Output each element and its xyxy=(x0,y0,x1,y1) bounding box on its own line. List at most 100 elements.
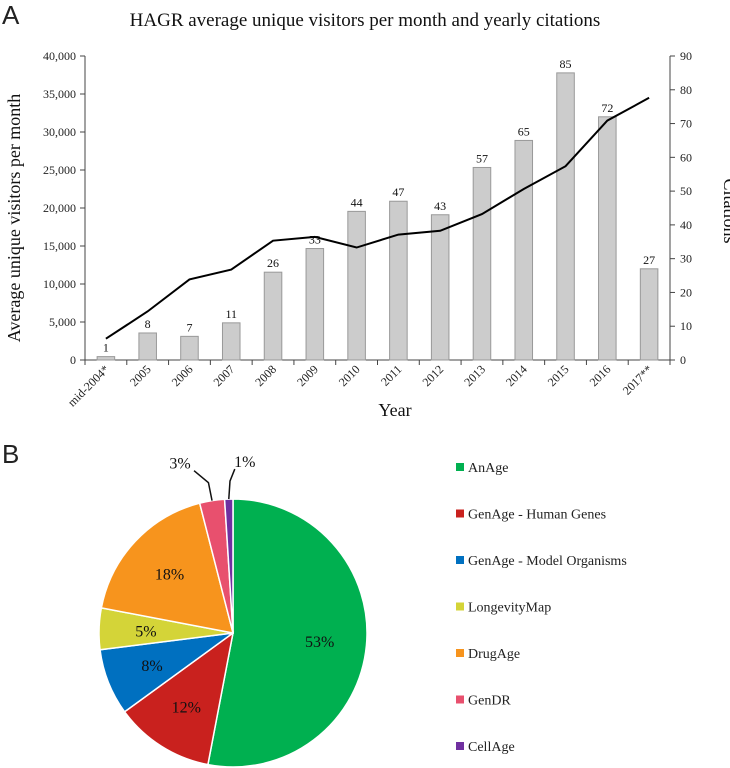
y2-tick-label: 0 xyxy=(680,353,686,367)
citation-value-label: 57 xyxy=(476,151,488,165)
citation-value-label: 47 xyxy=(392,185,404,199)
x-tick-label: 2009 xyxy=(294,362,321,389)
pie-slice-label: 5% xyxy=(135,623,156,640)
y-tick-label: 5,000 xyxy=(49,315,76,329)
legend-label: AnAge xyxy=(468,461,508,476)
x-tick-label: 2010 xyxy=(336,362,363,389)
pie-slice-label: 53% xyxy=(305,634,334,651)
pie-slice xyxy=(123,631,235,766)
pie-leader-line xyxy=(228,468,236,500)
y2-tick-label: 50 xyxy=(680,184,692,198)
citation-bar xyxy=(263,271,283,361)
y-tick-label: 30,000 xyxy=(43,125,76,139)
visitors-line-path xyxy=(105,96,650,340)
x-tick-label: 2017** xyxy=(620,362,655,397)
pie-slice xyxy=(100,502,235,634)
x-tick-label: 2012 xyxy=(419,362,446,389)
y2-tick-label: 70 xyxy=(680,117,692,131)
pie-slice-label: 1% xyxy=(234,454,255,471)
citation-bar xyxy=(221,322,241,361)
citation-bar xyxy=(138,332,157,361)
panel-b-label: B xyxy=(2,439,19,469)
citation-value-label: 65 xyxy=(518,124,530,138)
y-axis-title: Average unique visitors per month xyxy=(4,94,24,343)
legend-swatch xyxy=(456,509,464,518)
y2-axis-title: Citations xyxy=(720,178,730,243)
y-tick-label: 0 xyxy=(70,353,76,367)
x-tick-label: 2015 xyxy=(545,362,572,389)
x-tick-label: 2011 xyxy=(378,362,405,389)
bar-line-chart: 0 5,000 10,000 15,000 20,000 25,000 30,000 35,0… xyxy=(43,49,692,409)
pie-leader-line xyxy=(193,470,213,501)
left-axis: 0 5,000 10,000 15,000 20,000 25,000 30,000 35,0… xyxy=(43,49,670,367)
x-tick-label: 2014 xyxy=(503,362,530,389)
legend-swatch xyxy=(456,742,464,750)
visitors-line xyxy=(105,96,650,340)
citation-value-label: 8 xyxy=(145,317,151,331)
y-tick-label: 15,000 xyxy=(43,239,76,253)
pie-legend: AnAge GenAge - Human Genes GenAge - Model … xyxy=(456,461,627,755)
citation-bar xyxy=(472,166,492,361)
pie-slice-label: 8% xyxy=(141,658,162,675)
y-tick-label: 40,000 xyxy=(43,49,76,63)
citation-value-label: 1 xyxy=(103,341,109,355)
citation-value-label: 44 xyxy=(351,195,363,209)
y2-tick-label: 90 xyxy=(680,49,692,63)
citation-value-label: 26 xyxy=(267,256,279,270)
x-tick-label: 2013 xyxy=(461,362,488,389)
y2-tick-label: 40 xyxy=(680,218,692,232)
citation-value-label: 11 xyxy=(225,307,237,321)
y2-tick-label: 10 xyxy=(680,319,692,333)
pie-slice-label: 3% xyxy=(169,456,190,473)
citation-bar xyxy=(639,268,659,361)
y-tick-label: 35,000 xyxy=(43,87,76,101)
right-axis: 0 10 20 30 40 50 60 70 80 90 xyxy=(669,49,692,367)
x-axis-title: Year xyxy=(378,400,411,420)
legend-label: GenDR xyxy=(468,694,511,709)
y-tick-label: 10,000 xyxy=(43,277,76,291)
panel-a-label: A xyxy=(2,0,20,30)
citation-bar xyxy=(556,72,575,361)
chart-title: HAGR average unique visitors per month a… xyxy=(130,10,601,31)
legend-swatch xyxy=(456,695,464,704)
pie-slice xyxy=(207,498,368,768)
pie-slice-label: 18% xyxy=(155,566,184,583)
citation-bars xyxy=(96,72,659,361)
citation-value-label: 27 xyxy=(643,253,655,267)
x-tick-label: 2007 xyxy=(211,362,238,389)
x-tick-label: 2005 xyxy=(127,362,154,389)
legend-label: LongevityMap xyxy=(468,601,551,616)
x-axis-ticks: mid-2004* 2005 2006 2007 2008 2009 2010 2011 201… xyxy=(65,360,671,409)
legend-swatch xyxy=(456,463,464,471)
x-tick-label: 2008 xyxy=(252,362,279,389)
citation-bar xyxy=(514,139,534,361)
citation-bar xyxy=(389,200,408,361)
citation-value-label: 85 xyxy=(560,57,572,71)
pie-chart: 53% 12% 8% 5% 18% 3% 1% xyxy=(98,454,368,768)
y-tick-label: 25,000 xyxy=(43,163,76,177)
x-tick-label: 2016 xyxy=(587,362,614,389)
citation-value-label: 33 xyxy=(309,233,321,247)
citation-bar xyxy=(347,210,366,361)
citation-bar xyxy=(598,116,617,361)
legend-label: CellAge xyxy=(468,740,515,755)
pie-slice-label: 12% xyxy=(172,700,201,717)
y2-tick-label: 80 xyxy=(680,83,692,97)
citation-value-label: 72 xyxy=(601,101,613,115)
citation-labels: 1 8 7 11 26 33 44 47 43 57 65 85 72 27 xyxy=(103,57,655,355)
y2-tick-label: 20 xyxy=(680,285,692,299)
citation-bar xyxy=(430,214,450,361)
legend-label: DrugAge xyxy=(468,647,520,662)
x-tick-label: 2006 xyxy=(169,362,196,389)
y2-tick-label: 60 xyxy=(680,150,692,164)
citation-bar xyxy=(96,356,116,361)
citation-value-label: 43 xyxy=(434,199,446,213)
legend-label: GenAge - Human Genes xyxy=(468,508,606,523)
citation-bar xyxy=(305,248,325,361)
citation-bar xyxy=(180,335,199,361)
citation-value-label: 7 xyxy=(186,320,192,334)
legend-swatch xyxy=(456,556,464,564)
x-tick-label: mid-2004* xyxy=(65,362,112,409)
y-tick-label: 20,000 xyxy=(43,201,76,215)
